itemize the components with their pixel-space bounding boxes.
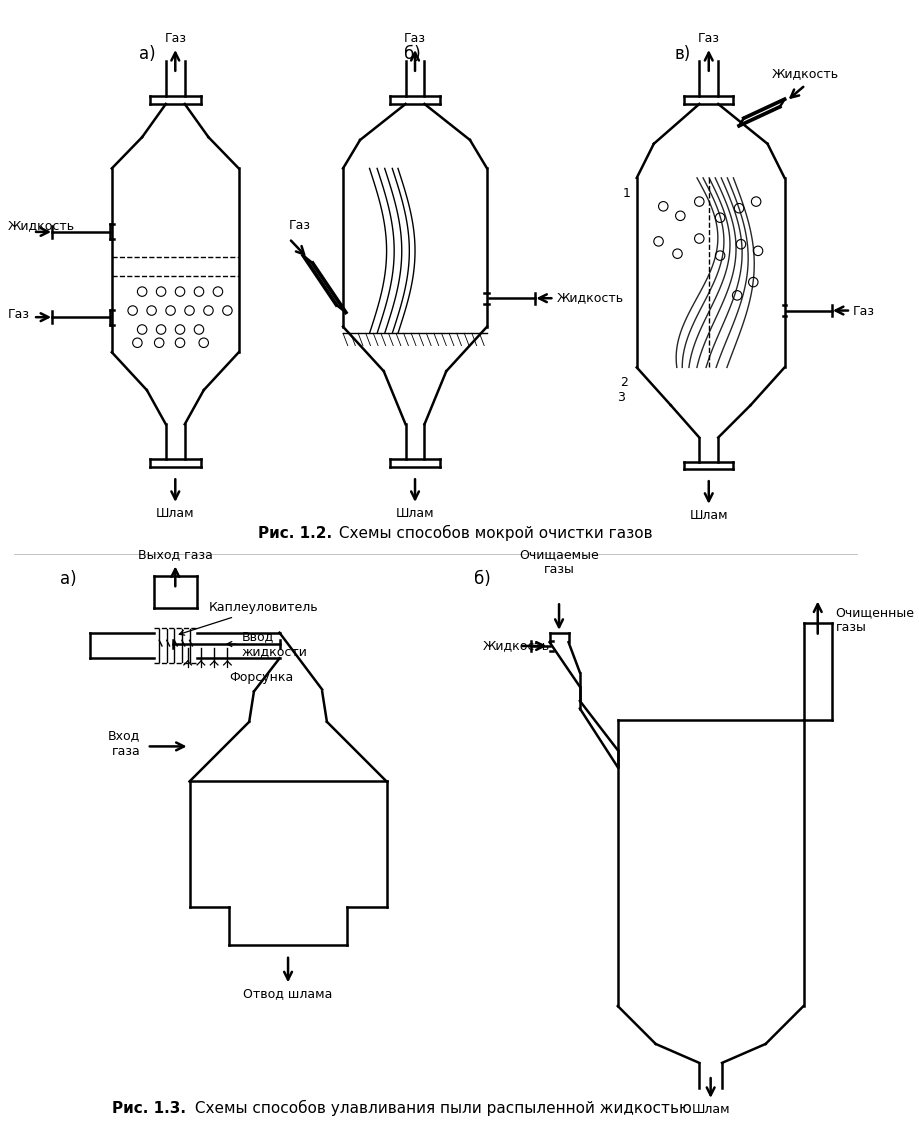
Text: а): а) (60, 571, 76, 588)
Text: Шлам: Шлам (396, 507, 435, 519)
Text: Шлам: Шлам (691, 1102, 730, 1116)
Text: Ввод
жидкости: Ввод жидкости (227, 630, 308, 658)
Text: Схемы способов улавливания пыли распыленной жидкостью: Схемы способов улавливания пыли распылен… (189, 1100, 691, 1116)
Text: 2: 2 (620, 376, 629, 390)
Text: Рис. 1.3.: Рис. 1.3. (112, 1101, 186, 1116)
Text: б): б) (474, 571, 491, 588)
Text: 3: 3 (618, 391, 625, 403)
Text: Отвод шлама: Отвод шлама (244, 987, 333, 1000)
Text: Шлам: Шлам (156, 507, 195, 519)
Text: Шлам: Шлам (689, 509, 728, 521)
Text: Очищаемые
газы: Очищаемые газы (519, 548, 599, 575)
Text: Каплеуловитель: Каплеуловитель (179, 601, 318, 635)
Text: Жидкость: Жидкость (772, 68, 839, 80)
Text: Жидкость: Жидкость (7, 220, 74, 233)
Text: б): б) (403, 45, 421, 63)
Text: Очищенные
газы: Очищенные газы (835, 606, 914, 634)
Text: Газ: Газ (7, 308, 29, 321)
Text: Схемы способов мокрой очистки газов: Схемы способов мокрой очистки газов (334, 525, 652, 541)
Text: а): а) (139, 45, 155, 63)
Text: Жидкость: Жидкость (483, 639, 550, 652)
Text: Газ: Газ (404, 32, 426, 45)
Text: Вход
газа: Вход газа (108, 730, 141, 758)
Text: Газ: Газ (165, 32, 187, 45)
Text: Газ: Газ (698, 32, 720, 45)
Text: Газ: Газ (853, 305, 875, 317)
Text: Форсунка: Форсунка (230, 670, 293, 684)
Text: Жидкость: Жидкость (557, 291, 624, 305)
Text: в): в) (675, 45, 690, 63)
Text: 1: 1 (622, 187, 630, 199)
Text: Газ: Газ (289, 219, 311, 231)
Text: Рис. 1.2.: Рис. 1.2. (257, 526, 332, 541)
Text: Выход газа: Выход газа (138, 548, 212, 560)
